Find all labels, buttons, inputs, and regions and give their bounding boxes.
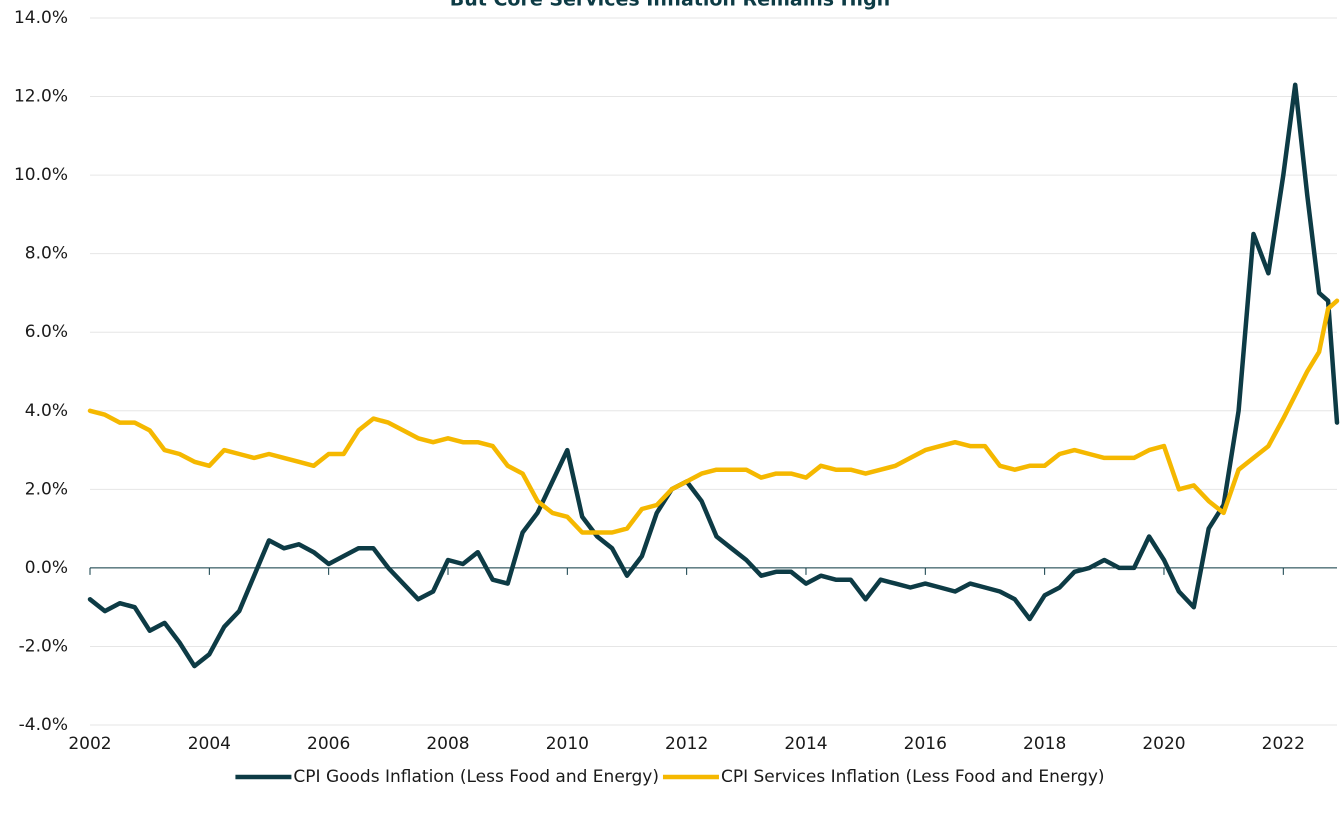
y-tick-label: 8.0% — [25, 244, 68, 264]
legend-label: CPI Services Inflation (Less Food and En… — [721, 767, 1105, 787]
series-line — [87, 298, 1340, 535]
y-tick-label: 6.0% — [25, 322, 68, 342]
x-tick-label: 2022 — [1262, 734, 1305, 754]
x-tick-label: 2012 — [665, 734, 708, 754]
y-tick-label: 4.0% — [25, 401, 68, 421]
x-tick-label: 2004 — [188, 734, 231, 754]
chart-title: But Core Services Inflation Remains High — [450, 0, 890, 11]
x-tick-label: 2016 — [904, 734, 947, 754]
x-tick-label: 2002 — [68, 734, 111, 754]
y-tick-label: 0.0% — [25, 558, 68, 578]
y-tick-label: -2.0% — [19, 636, 68, 656]
x-tick-label: 2006 — [307, 734, 350, 754]
y-tick-label: 12.0% — [14, 87, 68, 107]
series-line — [87, 82, 1340, 669]
y-tick-label: 14.0% — [14, 8, 68, 28]
legend-label: CPI Goods Inflation (Less Food and Energ… — [293, 767, 659, 787]
y-tick-label: -4.0% — [19, 715, 68, 735]
x-tick-label: 2020 — [1142, 734, 1185, 754]
x-tick-label: 2014 — [784, 734, 827, 754]
x-tick-label: 2010 — [546, 734, 589, 754]
x-tick-label: 2008 — [426, 734, 469, 754]
x-tick-label: 2018 — [1023, 734, 1066, 754]
y-tick-label: 10.0% — [14, 165, 68, 185]
y-tick-label: 2.0% — [25, 479, 68, 499]
